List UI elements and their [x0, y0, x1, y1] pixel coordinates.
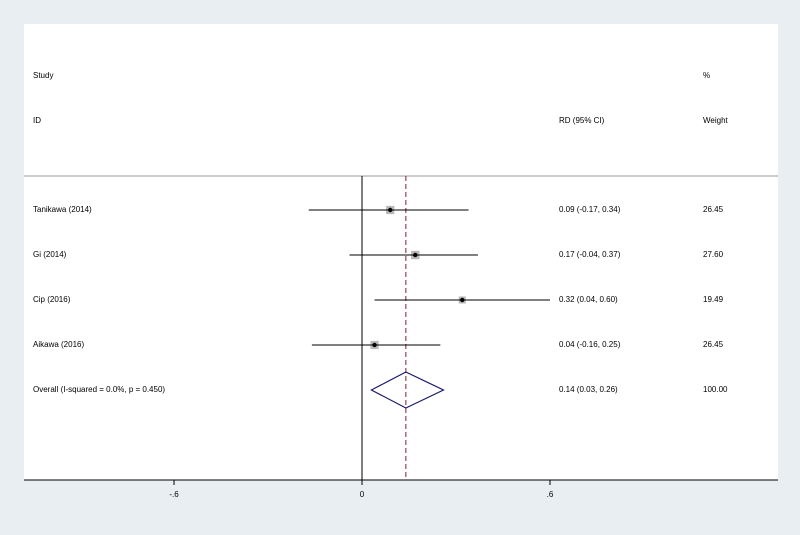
header-study: Study	[33, 71, 53, 80]
ci-label: 0.14 (0.03, 0.26)	[559, 385, 618, 394]
point-estimate	[413, 252, 418, 258]
header-id: ID	[33, 116, 41, 125]
header-pct: %	[703, 71, 710, 80]
study-label: Tanikawa (2014)	[33, 205, 92, 214]
ci-label: 0.32 (0.04, 0.60)	[559, 295, 618, 304]
ci-label: 0.04 (-0.16, 0.25)	[559, 340, 621, 349]
study-label: Overall (I-squared = 0.0%, p = 0.450)	[33, 385, 165, 394]
study-label: Aikawa (2016)	[33, 340, 84, 349]
ci-label: 0.09 (-0.17, 0.34)	[559, 205, 621, 214]
plot-area	[24, 24, 778, 480]
study-label: Gi (2014)	[33, 250, 67, 259]
weight-label: 100.00	[703, 385, 728, 394]
header-ci: RD (95% CI)	[559, 116, 605, 125]
point-estimate	[388, 207, 393, 213]
point-estimate	[372, 342, 377, 348]
overall-diamond	[370, 371, 445, 409]
study-label: Cip (2016)	[33, 295, 71, 304]
x-tick-label: -.6	[169, 490, 179, 499]
weight-label: 27.60	[703, 250, 724, 259]
weight-label: 26.45	[703, 205, 724, 214]
header-weight: Weight	[703, 116, 729, 125]
ci-label: 0.17 (-0.04, 0.37)	[559, 250, 621, 259]
weight-label: 19.49	[703, 295, 724, 304]
x-tick-label: .6	[547, 490, 554, 499]
x-tick-label: 0	[360, 490, 365, 499]
point-estimate	[460, 297, 465, 303]
weight-label: 26.45	[703, 340, 724, 349]
